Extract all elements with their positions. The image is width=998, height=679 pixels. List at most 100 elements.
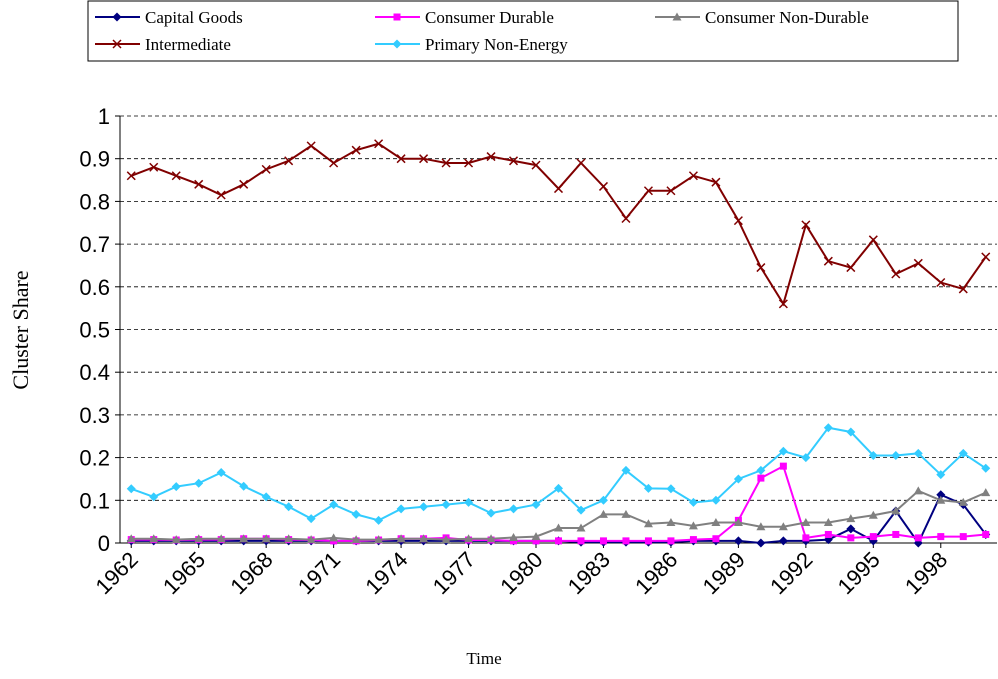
data-point (622, 537, 630, 545)
data-point (757, 474, 765, 482)
data-point (778, 536, 788, 546)
data-point (508, 156, 519, 166)
data-point (756, 522, 766, 531)
data-point (419, 534, 429, 543)
data-point (846, 427, 856, 437)
y-tick-label: 0.5 (79, 318, 110, 343)
data-point (126, 484, 136, 494)
x-tick-label: 1992 (765, 547, 817, 599)
y-tick-label: 0.4 (79, 360, 110, 385)
data-point (981, 463, 991, 473)
x-tick-label: 1977 (428, 547, 480, 599)
y-tick-label: 0.7 (79, 232, 110, 257)
data-point (554, 523, 563, 532)
data-point (351, 509, 361, 519)
y-tick-label: 0 (98, 531, 110, 556)
data-point (937, 533, 945, 541)
series-line (131, 493, 987, 545)
data-point (666, 186, 676, 196)
legend-label: Consumer Non-Durable (705, 8, 869, 27)
data-point (756, 538, 766, 548)
data-point (621, 509, 631, 518)
legend-label: Intermediate (145, 35, 231, 54)
data-point (509, 532, 519, 541)
series-line (130, 142, 987, 307)
data-point (733, 536, 743, 546)
data-point (644, 537, 652, 545)
data-point (598, 181, 609, 191)
data-point (981, 488, 991, 497)
data-point (555, 537, 562, 545)
data-point (733, 518, 743, 527)
data-point (598, 495, 608, 505)
data-point (171, 482, 181, 492)
data-point (688, 521, 698, 530)
legend-box (87, 0, 959, 62)
data-point (576, 523, 586, 532)
data-point (688, 497, 698, 507)
x-tick-label: 1998 (900, 547, 952, 599)
data-point (823, 256, 833, 266)
x-tick-label: 1986 (630, 547, 682, 599)
data-point (149, 534, 159, 543)
data-point (576, 158, 586, 168)
data-point (261, 164, 271, 174)
data-point (216, 468, 226, 478)
data-point (891, 506, 901, 515)
data-point (936, 490, 946, 500)
y-tick-label: 0.1 (79, 488, 110, 513)
data-point (936, 495, 946, 504)
data-point (847, 534, 855, 542)
data-point (643, 483, 653, 493)
data-point (643, 519, 653, 528)
data-point (261, 492, 271, 502)
data-point (666, 518, 676, 527)
data-point (531, 160, 541, 170)
data-point (643, 186, 653, 196)
data-point (284, 156, 294, 166)
data-point (868, 235, 878, 245)
data-point (396, 534, 406, 543)
data-point (284, 502, 294, 512)
data-point (712, 535, 720, 543)
legend-marker (112, 39, 122, 49)
x-tick-label: 1971 (293, 547, 345, 599)
data-point (329, 533, 339, 542)
data-point (801, 220, 811, 230)
data-point (667, 537, 675, 545)
data-point (688, 171, 698, 181)
series-line (130, 426, 987, 522)
data-point (531, 532, 541, 541)
data-point (756, 465, 766, 475)
legend-label: Consumer Durable (425, 8, 554, 27)
data-point (509, 504, 519, 514)
data-point (216, 190, 226, 200)
data-point (982, 530, 990, 538)
data-point (239, 481, 249, 491)
data-point (958, 448, 968, 458)
data-point (824, 530, 832, 538)
data-point (868, 450, 878, 460)
y-tick-label: 0.9 (79, 147, 110, 172)
data-point (711, 177, 721, 187)
data-point (823, 518, 833, 527)
data-point (959, 533, 967, 541)
data-point (441, 500, 451, 510)
data-point (374, 139, 384, 149)
y-tick-label: 0.6 (79, 275, 110, 300)
data-point (599, 537, 607, 545)
data-point (778, 299, 788, 309)
x-tick-label: 1965 (158, 547, 210, 599)
legend-label: Primary Non-Energy (425, 35, 568, 54)
legend-marker (392, 39, 402, 49)
data-point (711, 495, 721, 505)
data-point (868, 510, 878, 519)
data-point (126, 534, 136, 543)
data-point (194, 534, 204, 543)
legend-label: Capital Goods (145, 8, 243, 27)
data-point (779, 462, 787, 470)
data-point (577, 537, 585, 545)
data-point (464, 534, 474, 543)
data-point (171, 535, 181, 544)
data-point (419, 502, 429, 512)
